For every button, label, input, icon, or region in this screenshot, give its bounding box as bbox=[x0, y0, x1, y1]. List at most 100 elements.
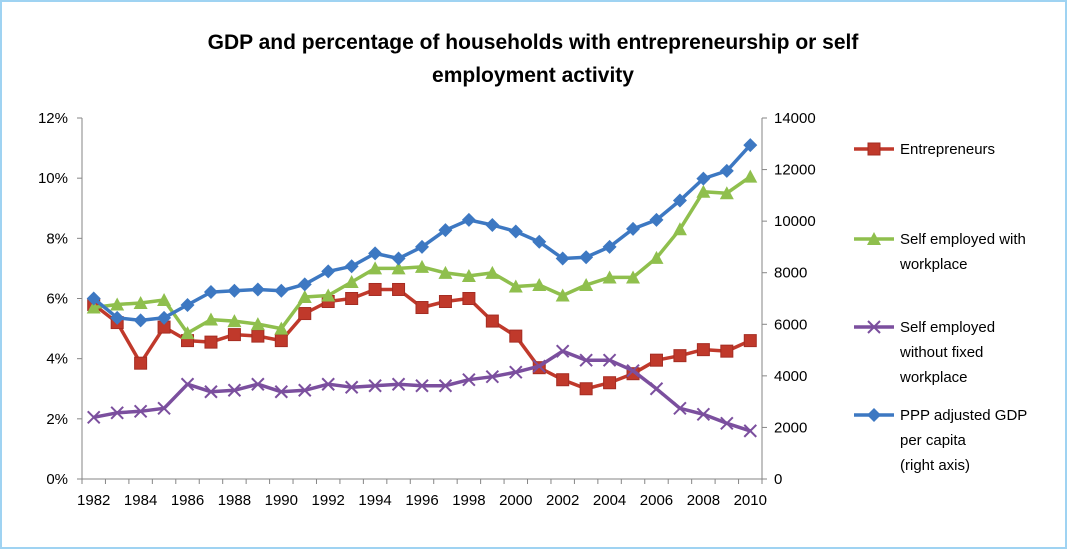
data-point-self_with_workplace bbox=[532, 277, 547, 291]
data-point-entrepreneurs bbox=[673, 349, 687, 363]
data-point-gdp bbox=[579, 250, 594, 265]
data-point-entrepreneurs bbox=[743, 334, 757, 348]
data-point-self_without_workplace bbox=[626, 363, 640, 378]
y-right-tick-label: 4000 bbox=[774, 368, 807, 385]
data-point-self_with_workplace bbox=[344, 274, 359, 288]
data-point-entrepreneurs bbox=[649, 353, 663, 367]
data-point-entrepreneurs bbox=[556, 373, 570, 387]
data-point-self_without_workplace bbox=[204, 385, 218, 399]
x-tick-label: 1986 bbox=[171, 492, 204, 509]
data-point-self_with_workplace bbox=[579, 277, 594, 291]
data-point-entrepreneurs bbox=[720, 344, 734, 358]
data-point-entrepreneurs bbox=[274, 334, 288, 348]
y-right-tick-label: 6000 bbox=[774, 316, 807, 333]
data-point-self_without_workplace bbox=[251, 377, 265, 391]
data-point-self_with_workplace bbox=[110, 297, 125, 311]
data-point-self_without_workplace bbox=[743, 424, 757, 438]
data-point-self_without_workplace bbox=[555, 344, 570, 358]
data-point-self_with_workplace bbox=[227, 314, 242, 328]
data-point-gdp bbox=[438, 223, 453, 238]
data-point-gdp bbox=[203, 285, 218, 300]
data-point-self_without_workplace bbox=[673, 401, 687, 416]
y-left-tick-label: 12% bbox=[38, 110, 68, 127]
legend-label-entrepreneurs: Entrepreneurs bbox=[900, 141, 995, 158]
data-point-self_with_workplace bbox=[86, 300, 101, 314]
data-point-entrepreneurs bbox=[696, 343, 710, 357]
data-point-gdp bbox=[227, 283, 242, 298]
data-point-gdp bbox=[274, 283, 289, 298]
data-point-self_without_workplace bbox=[649, 382, 664, 396]
data-point-gdp bbox=[626, 221, 641, 236]
data-point-self_without_workplace bbox=[180, 377, 195, 391]
data-point-entrepreneurs bbox=[485, 314, 499, 328]
data-point-self_with_workplace bbox=[438, 265, 453, 279]
data-point-self_without_workplace bbox=[227, 383, 242, 397]
data-point-self_without_workplace bbox=[438, 379, 453, 393]
legend-label-gdp: (right axis) bbox=[900, 457, 970, 474]
x-tick-label: 1998 bbox=[452, 492, 485, 509]
legend-item-self_with_workplace: Self employed with workplace bbox=[854, 231, 1026, 273]
data-point-self_without_workplace bbox=[602, 353, 617, 367]
series-layer bbox=[86, 138, 758, 438]
data-point-gdp bbox=[110, 310, 125, 325]
data-point-gdp bbox=[321, 264, 336, 279]
data-point-entrepreneurs bbox=[368, 282, 382, 296]
data-point-gdp bbox=[602, 239, 617, 254]
y-left-tick-label: 0% bbox=[46, 471, 68, 488]
data-point-self_without_workplace bbox=[110, 406, 124, 420]
data-point-gdp bbox=[461, 212, 476, 227]
legend-label-gdp: per capita bbox=[900, 432, 967, 449]
data-point-gdp bbox=[649, 212, 664, 227]
data-point-self_without_workplace bbox=[415, 379, 429, 393]
data-point-entrepreneurs bbox=[415, 301, 429, 315]
data-point-entrepreneurs bbox=[134, 356, 148, 370]
data-point-self_without_workplace bbox=[133, 404, 148, 419]
data-point-self_with_workplace bbox=[391, 261, 406, 275]
series-entrepreneurs bbox=[87, 282, 757, 396]
data-point-gdp bbox=[555, 251, 570, 266]
data-point-entrepreneurs bbox=[392, 282, 406, 296]
data-point-self_with_workplace bbox=[368, 261, 383, 275]
x-tick-label: 2010 bbox=[734, 492, 767, 509]
data-point-self_with_workplace bbox=[321, 288, 336, 302]
data-point-self_with_workplace bbox=[180, 326, 195, 340]
y-left-tick-label: 6% bbox=[46, 291, 68, 308]
data-point-self_with_workplace bbox=[485, 265, 500, 279]
data-point-gdp bbox=[368, 246, 383, 261]
data-point-gdp bbox=[415, 239, 429, 254]
legend-item-self_without_workplace: Self employed without fixed workplace bbox=[854, 319, 995, 386]
data-point-entrepreneurs bbox=[462, 292, 476, 305]
data-point-entrepreneurs bbox=[251, 329, 265, 343]
data-point-self_with_workplace bbox=[719, 186, 734, 200]
x-tick-label: 1984 bbox=[124, 492, 157, 509]
x-tick-label: 2006 bbox=[640, 492, 673, 509]
data-point-entrepreneurs bbox=[509, 329, 523, 343]
data-point-entrepreneurs bbox=[204, 335, 218, 349]
data-point-self_without_workplace bbox=[579, 353, 593, 367]
data-point-gdp bbox=[297, 277, 312, 292]
legend-label-self_without_workplace: Self employed bbox=[900, 319, 995, 336]
legend-marker-self_without_workplace bbox=[867, 320, 881, 334]
x-tick-label: 2002 bbox=[546, 492, 579, 509]
data-point-entrepreneurs bbox=[227, 328, 241, 342]
y-right-tick-label: 8000 bbox=[774, 265, 807, 282]
data-point-self_with_workplace bbox=[555, 288, 570, 302]
data-point-self_without_workplace bbox=[696, 407, 711, 422]
legend-marker-entrepreneurs bbox=[867, 142, 881, 156]
series-self_with_workplace bbox=[86, 169, 758, 340]
y-right-tick-label: 2000 bbox=[774, 419, 807, 436]
legend-label-self_with_workplace: Self employed with bbox=[900, 231, 1026, 248]
y-right-tick-label: 12000 bbox=[774, 162, 816, 179]
data-point-self_without_workplace bbox=[274, 385, 289, 399]
data-point-self_with_workplace bbox=[157, 293, 172, 307]
data-point-gdp bbox=[344, 259, 359, 274]
legend-label-self_without_workplace: workplace bbox=[899, 369, 968, 386]
data-point-self_with_workplace bbox=[626, 270, 641, 284]
y-left-tick-label: 2% bbox=[46, 411, 68, 428]
legend-label-self_without_workplace: without fixed bbox=[899, 344, 983, 361]
data-point-gdp bbox=[743, 138, 758, 153]
data-point-gdp bbox=[250, 282, 265, 297]
data-point-self_without_workplace bbox=[321, 377, 335, 391]
data-point-self_with_workplace bbox=[274, 321, 289, 335]
